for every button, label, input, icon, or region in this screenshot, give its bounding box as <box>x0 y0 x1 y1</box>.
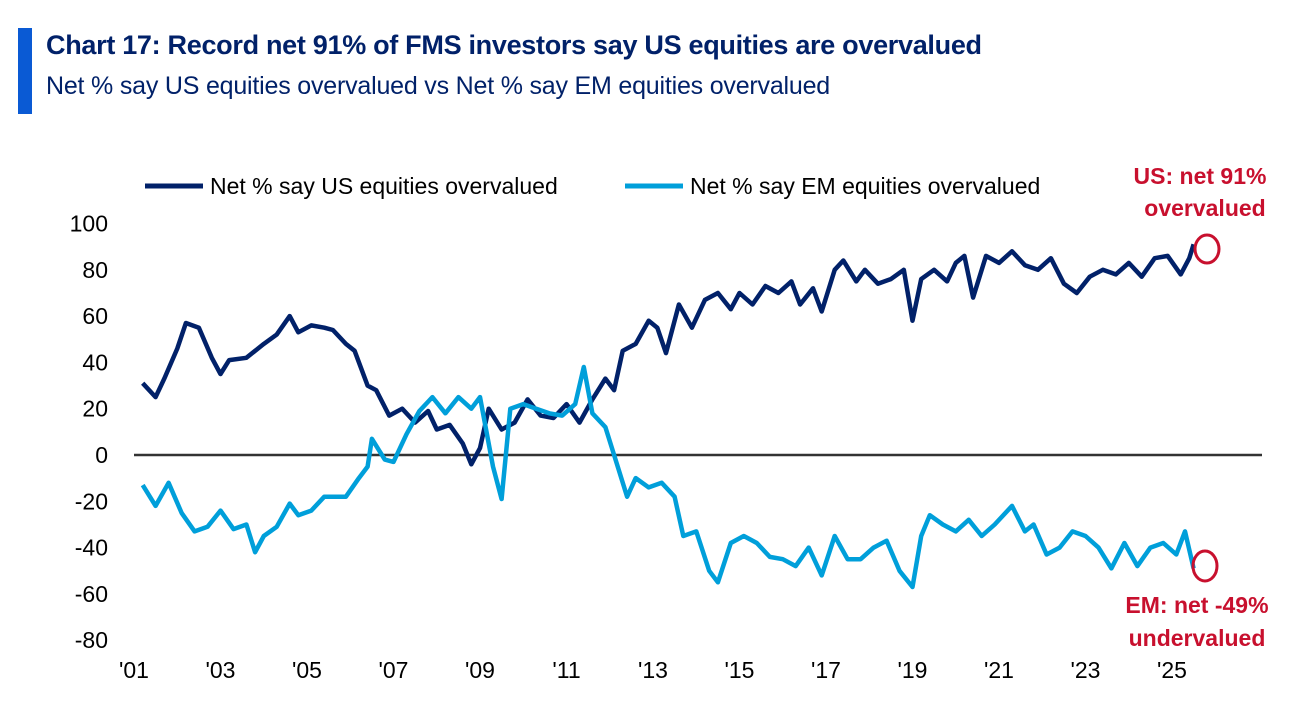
x-tick-label: '17 <box>811 657 841 683</box>
y-tick-label: -20 <box>75 488 108 514</box>
x-tick-label: '21 <box>984 657 1014 683</box>
x-tick-label: '15 <box>725 657 755 683</box>
y-tick-label: -80 <box>75 627 108 653</box>
annotation-us-circle <box>1193 233 1221 265</box>
x-tick-label: '09 <box>465 657 495 683</box>
x-tick-label: '05 <box>292 657 322 683</box>
x-axis: '01 '03 '05 '07 '09 '11 '13 '15 '17 '19 '21 '23 '25 <box>119 657 1187 683</box>
x-tick-label: '11 <box>552 657 580 683</box>
annotation-us: US: net 91% overvalued <box>1134 163 1267 265</box>
y-tick-label: 20 <box>82 396 108 422</box>
chart-title: Chart 17: Record net 91% of FMS investor… <box>46 30 982 60</box>
chart-subtitle: Net % say US equities overvalued vs Net … <box>46 72 830 100</box>
annotation-us-line1: US: net 91% <box>1134 163 1267 189</box>
legend-label-us: Net % say US equities overvalued <box>210 173 558 199</box>
x-tick-label: '13 <box>638 657 668 683</box>
annotation-em-line2: undervalued <box>1129 625 1266 651</box>
x-tick-label: '01 <box>119 657 149 683</box>
accent-bar <box>18 28 32 114</box>
series-lines <box>140 243 1196 590</box>
y-tick-label: -60 <box>75 581 108 607</box>
annotation-us-line2: overvalued <box>1144 195 1265 221</box>
annotation-em-line1: EM: net -49% <box>1125 592 1268 618</box>
annotation-em-circle <box>1191 549 1219 583</box>
series-line-em <box>140 364 1196 590</box>
x-tick-label: '25 <box>1157 657 1187 683</box>
y-tick-label: 60 <box>82 303 108 329</box>
x-tick-label: '19 <box>898 657 928 683</box>
x-tick-label: '23 <box>1071 657 1101 683</box>
x-tick-label: '07 <box>379 657 409 683</box>
legend: Net % say US equities overvalued Net % s… <box>145 173 1040 199</box>
y-axis: 100 80 60 40 20 0 -20 -40 -60 -80 <box>70 211 108 654</box>
y-tick-label: 80 <box>82 257 108 283</box>
y-tick-label: -40 <box>75 535 108 561</box>
y-tick-label: 40 <box>82 349 108 375</box>
annotation-em: EM: net -49% undervalued <box>1125 549 1269 651</box>
legend-label-em: Net % say EM equities overvalued <box>690 173 1040 199</box>
series-line-us <box>141 243 1196 467</box>
y-tick-label: 100 <box>70 211 108 237</box>
y-tick-label: 0 <box>95 442 108 468</box>
x-tick-label: '03 <box>206 657 236 683</box>
